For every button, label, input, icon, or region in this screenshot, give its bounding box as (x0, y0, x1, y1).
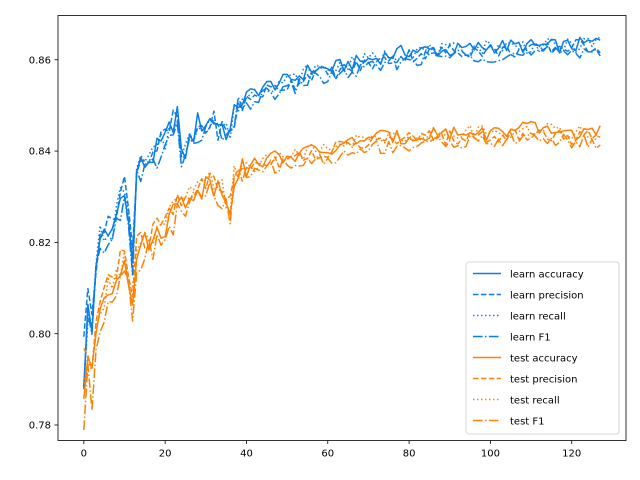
series-line-test-precision (83, 127, 601, 371)
legend-label: learn recall (510, 312, 566, 323)
legend-label: test F1 (510, 417, 545, 428)
x-tick-label: 0 (81, 449, 87, 460)
x-tick-label: 80 (403, 449, 416, 460)
x-tick-label: 20 (159, 449, 172, 460)
x-tick-label: 40 (240, 449, 253, 460)
y-tick-label: 0.80 (29, 329, 51, 340)
series-layer (83, 36, 601, 431)
y-tick-label: 0.84 (29, 147, 51, 158)
y-tick-label: 0.86 (29, 55, 51, 66)
legend-label: test accuracy (510, 354, 578, 365)
plot-frame (57, 15, 627, 441)
y-tick-label: 0.82 (29, 238, 51, 249)
series-line-learn-accuracy (83, 36, 601, 388)
x-tick-label: 60 (321, 449, 334, 460)
legend-label: test recall (510, 396, 560, 407)
series-line-test-recall (83, 122, 601, 384)
legend-label: learn F1 (510, 333, 551, 344)
legend-label: learn accuracy (510, 270, 584, 281)
x-tick-label: 100 (481, 449, 500, 460)
series-line-learn-precision (83, 38, 601, 337)
x-axis: 0 20 40 60 80 100 120 (81, 440, 581, 460)
y-axis: 0.78 0.80 0.82 0.84 0.86 (29, 55, 58, 432)
y-tick-label: 0.78 (29, 421, 51, 432)
legend-box (465, 261, 620, 435)
series-line-test-f1 (83, 132, 601, 431)
legend-label: test precision (510, 375, 578, 386)
series-line-learn-f1 (83, 45, 601, 388)
legend-label: learn precision (510, 291, 584, 302)
series-line-test-accuracy (83, 120, 601, 399)
x-tick-label: 120 (562, 449, 581, 460)
legend: learn accuracy learn precision learn recal… (465, 261, 620, 435)
